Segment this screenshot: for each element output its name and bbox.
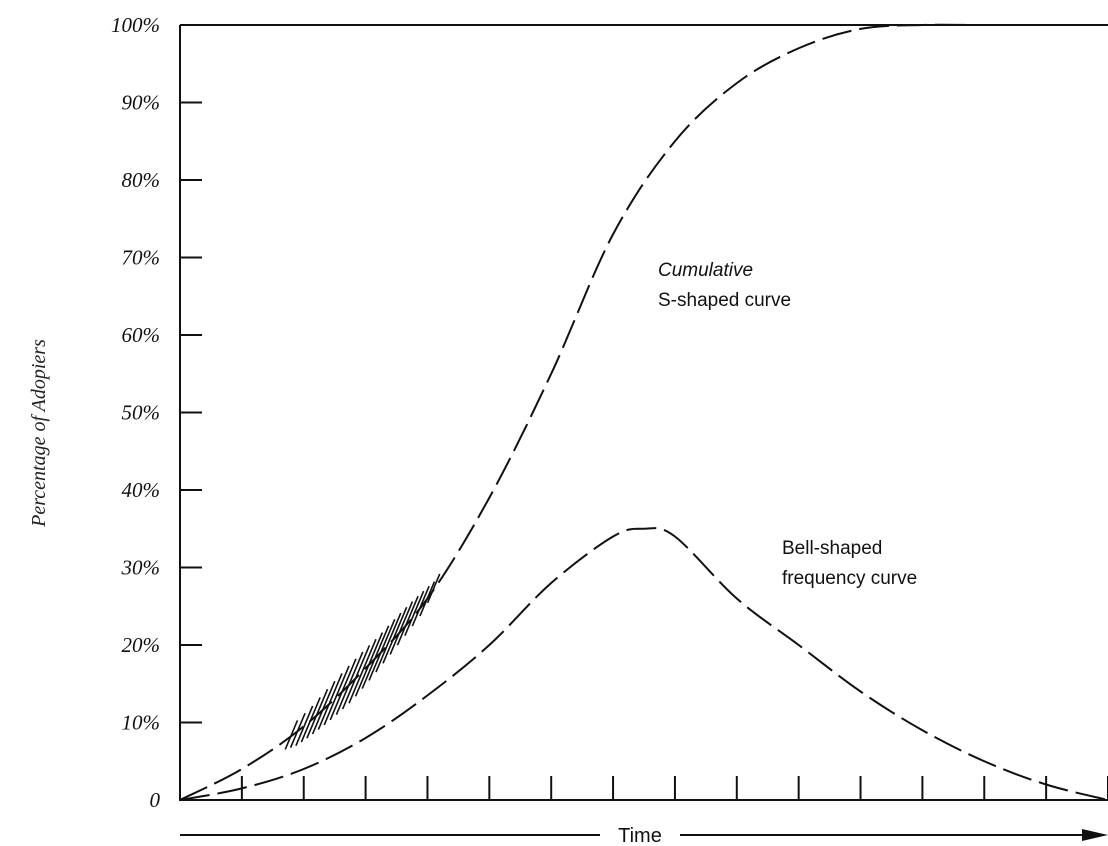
hatch-line [375, 612, 402, 673]
hatch-line [389, 601, 414, 655]
hatch-line [348, 638, 377, 704]
hatch-line [382, 606, 408, 664]
hatch-line [368, 618, 396, 681]
arrow-head-icon [1082, 829, 1108, 841]
y-ticks-group: 0 10% 20% 30% 40% 50% 60% 70% 80% 90% 100% [111, 13, 202, 812]
hatch-line [317, 673, 343, 730]
hatch-group [284, 573, 441, 750]
y-tick-label: 60% [122, 323, 161, 347]
hatch-line [329, 658, 357, 721]
hatch-line [311, 680, 336, 735]
s-curve-label-line-1: Cumulative [658, 260, 753, 281]
s-curve-label-line-2: S-shaped curve [658, 290, 791, 311]
hatch-line [323, 665, 350, 726]
s-curve-label: Cumulative S-shaped curve [658, 260, 791, 311]
bell-curve-label-line-1: Bell-shaped [782, 538, 882, 559]
x-ticks-group [240, 776, 1108, 800]
y-tick-label: 30% [121, 556, 161, 580]
y-tick-label: 90% [122, 91, 161, 115]
s-curve-line [179, 23, 1108, 801]
y-tick-label: 0 [150, 788, 161, 812]
bell-curve-line [179, 527, 1108, 801]
x-axis-label: Time [618, 825, 662, 846]
y-tick-label: 20% [122, 633, 161, 657]
y-tick-label: 10% [122, 711, 161, 735]
bell-curve-label-line-2: frequency curve [782, 568, 917, 589]
hatch-line [396, 595, 419, 646]
y-tick-label: 70% [122, 246, 161, 270]
y-axis-label: Percentage of Adopiers [28, 339, 50, 528]
y-tick-label: 100% [111, 13, 160, 37]
plot-frame [179, 24, 1108, 801]
hatch-line [295, 705, 314, 747]
y-tick-label: 50% [122, 401, 161, 425]
x-axis-arrow [180, 829, 1108, 841]
y-tick-label: 40% [122, 478, 161, 502]
hatch-line [426, 573, 441, 604]
hatch-line [404, 590, 425, 637]
y-tick-label: 80% [122, 168, 161, 192]
bell-curve-label: Bell-shaped frequency curve [782, 538, 917, 589]
